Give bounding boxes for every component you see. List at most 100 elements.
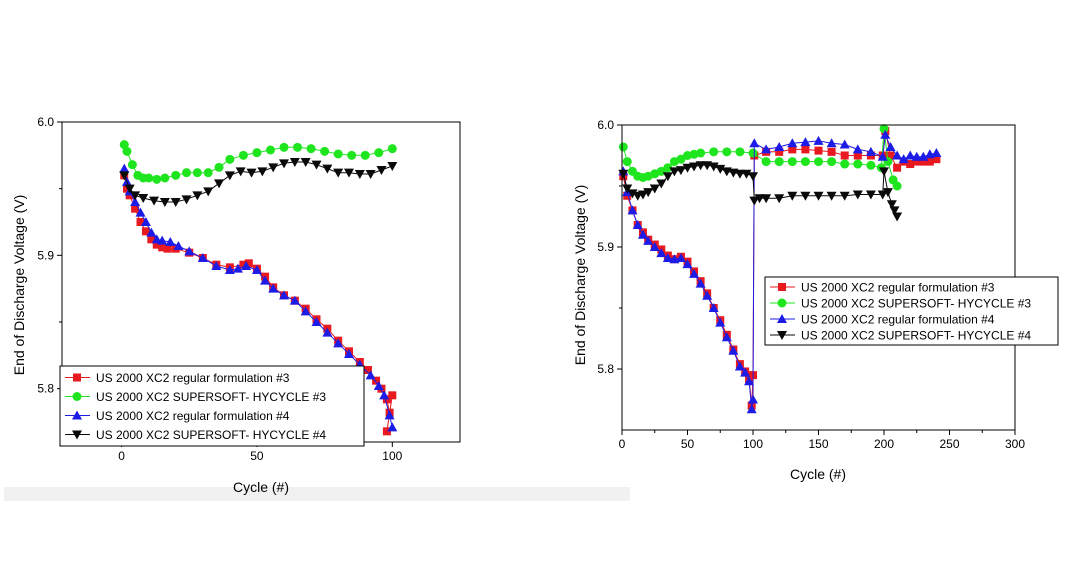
data-point	[662, 252, 673, 262]
plot-area	[618, 124, 942, 414]
data-point	[774, 157, 784, 167]
legend-label: US 2000 XC2 regular formulation #3	[96, 371, 290, 385]
data-point	[734, 361, 745, 371]
x-tick-label: 0	[619, 437, 626, 451]
data-point	[260, 275, 271, 285]
legend-marker	[777, 314, 787, 323]
x-tick-label: 150	[808, 437, 828, 451]
data-point	[192, 191, 203, 201]
x-tick-label: 100	[743, 437, 763, 451]
y-tick-label: 6.0	[597, 118, 614, 132]
data-point	[746, 404, 757, 414]
data-point	[788, 145, 797, 154]
data-point	[761, 144, 772, 154]
legend-label: US 2000 XC2 SUPERSOFT- HYCYCLE #4	[801, 329, 1031, 343]
data-point	[813, 135, 824, 145]
data-point	[122, 146, 132, 156]
data-point	[721, 332, 732, 342]
legend-box	[59, 365, 365, 447]
x-axis-label: Cycle (#)	[790, 466, 846, 482]
data-point	[149, 196, 160, 206]
data-point	[911, 151, 922, 161]
data-point	[728, 345, 739, 355]
data-point	[622, 157, 632, 167]
y-tick-label: 6.0	[37, 115, 54, 129]
data-point	[238, 150, 248, 160]
plot-area	[119, 140, 398, 436]
y-tick-label: 5.8	[37, 382, 54, 396]
data-point	[170, 198, 181, 207]
data-point	[741, 169, 752, 179]
data-point	[702, 290, 713, 300]
legend-label: US 2000 XC2 SUPERSOFT- HYCYCLE #3	[96, 390, 326, 404]
data-point	[865, 146, 876, 156]
data-point	[919, 157, 928, 166]
data-point	[365, 170, 376, 179]
data-point	[885, 141, 896, 151]
data-point	[372, 376, 381, 385]
legend-marker	[72, 410, 82, 420]
data-point	[839, 139, 850, 149]
data-point	[774, 194, 785, 204]
data-point	[761, 194, 772, 204]
data-point	[748, 394, 758, 404]
y-tick-label: 5.8	[597, 362, 614, 376]
data-point	[322, 164, 333, 174]
data-point	[740, 367, 751, 377]
x-tick-label: 50	[250, 449, 264, 463]
x-tick-label: 250	[939, 437, 959, 451]
data-point	[682, 163, 693, 173]
data-point	[734, 169, 745, 179]
data-point	[689, 268, 700, 278]
legend-marker	[73, 373, 81, 382]
data-point	[146, 227, 157, 237]
data-point	[882, 188, 893, 198]
data-point	[695, 161, 706, 171]
data-point	[130, 197, 141, 206]
data-point	[203, 168, 213, 178]
data-point	[893, 163, 902, 172]
data-point	[157, 235, 168, 245]
legend-marker	[72, 392, 82, 401]
data-point	[363, 366, 372, 374]
data-point	[853, 151, 862, 160]
data-point	[268, 283, 279, 293]
data-point	[866, 160, 876, 170]
data-point	[184, 246, 195, 256]
data-point	[268, 163, 279, 173]
data-point	[379, 390, 390, 400]
data-point	[662, 172, 673, 182]
data-point	[886, 151, 895, 160]
data-point	[669, 167, 680, 177]
data-point	[775, 147, 784, 156]
data-point	[715, 317, 726, 327]
data-point	[241, 261, 252, 270]
data-point	[880, 129, 891, 139]
data-point	[382, 427, 391, 436]
data-point	[135, 207, 146, 217]
data-point	[912, 157, 921, 166]
data-point	[343, 168, 354, 178]
legend-marker	[72, 430, 82, 440]
y-tick-label: 5.9	[37, 248, 54, 262]
x-ticks: 0 50 100 150 200 250 300	[619, 430, 1025, 451]
data-point	[879, 167, 889, 177]
data-point	[354, 170, 365, 179]
legend: US 2000 XC2 regular formulation #3 US 200…	[59, 365, 365, 447]
data-point	[787, 157, 797, 167]
data-point	[225, 154, 235, 164]
data-point	[343, 349, 354, 358]
x-tick-label: 0	[118, 449, 125, 463]
data-point	[203, 187, 214, 197]
data-point	[224, 171, 235, 181]
data-point	[360, 150, 370, 160]
data-point	[853, 159, 863, 169]
data-point	[138, 194, 149, 203]
y-ticks: 5.8 5.9 6.0	[597, 118, 622, 376]
data-point	[333, 149, 343, 159]
data-point	[197, 253, 208, 262]
data-point	[656, 166, 666, 176]
data-point	[265, 145, 275, 155]
data-point	[886, 200, 897, 210]
